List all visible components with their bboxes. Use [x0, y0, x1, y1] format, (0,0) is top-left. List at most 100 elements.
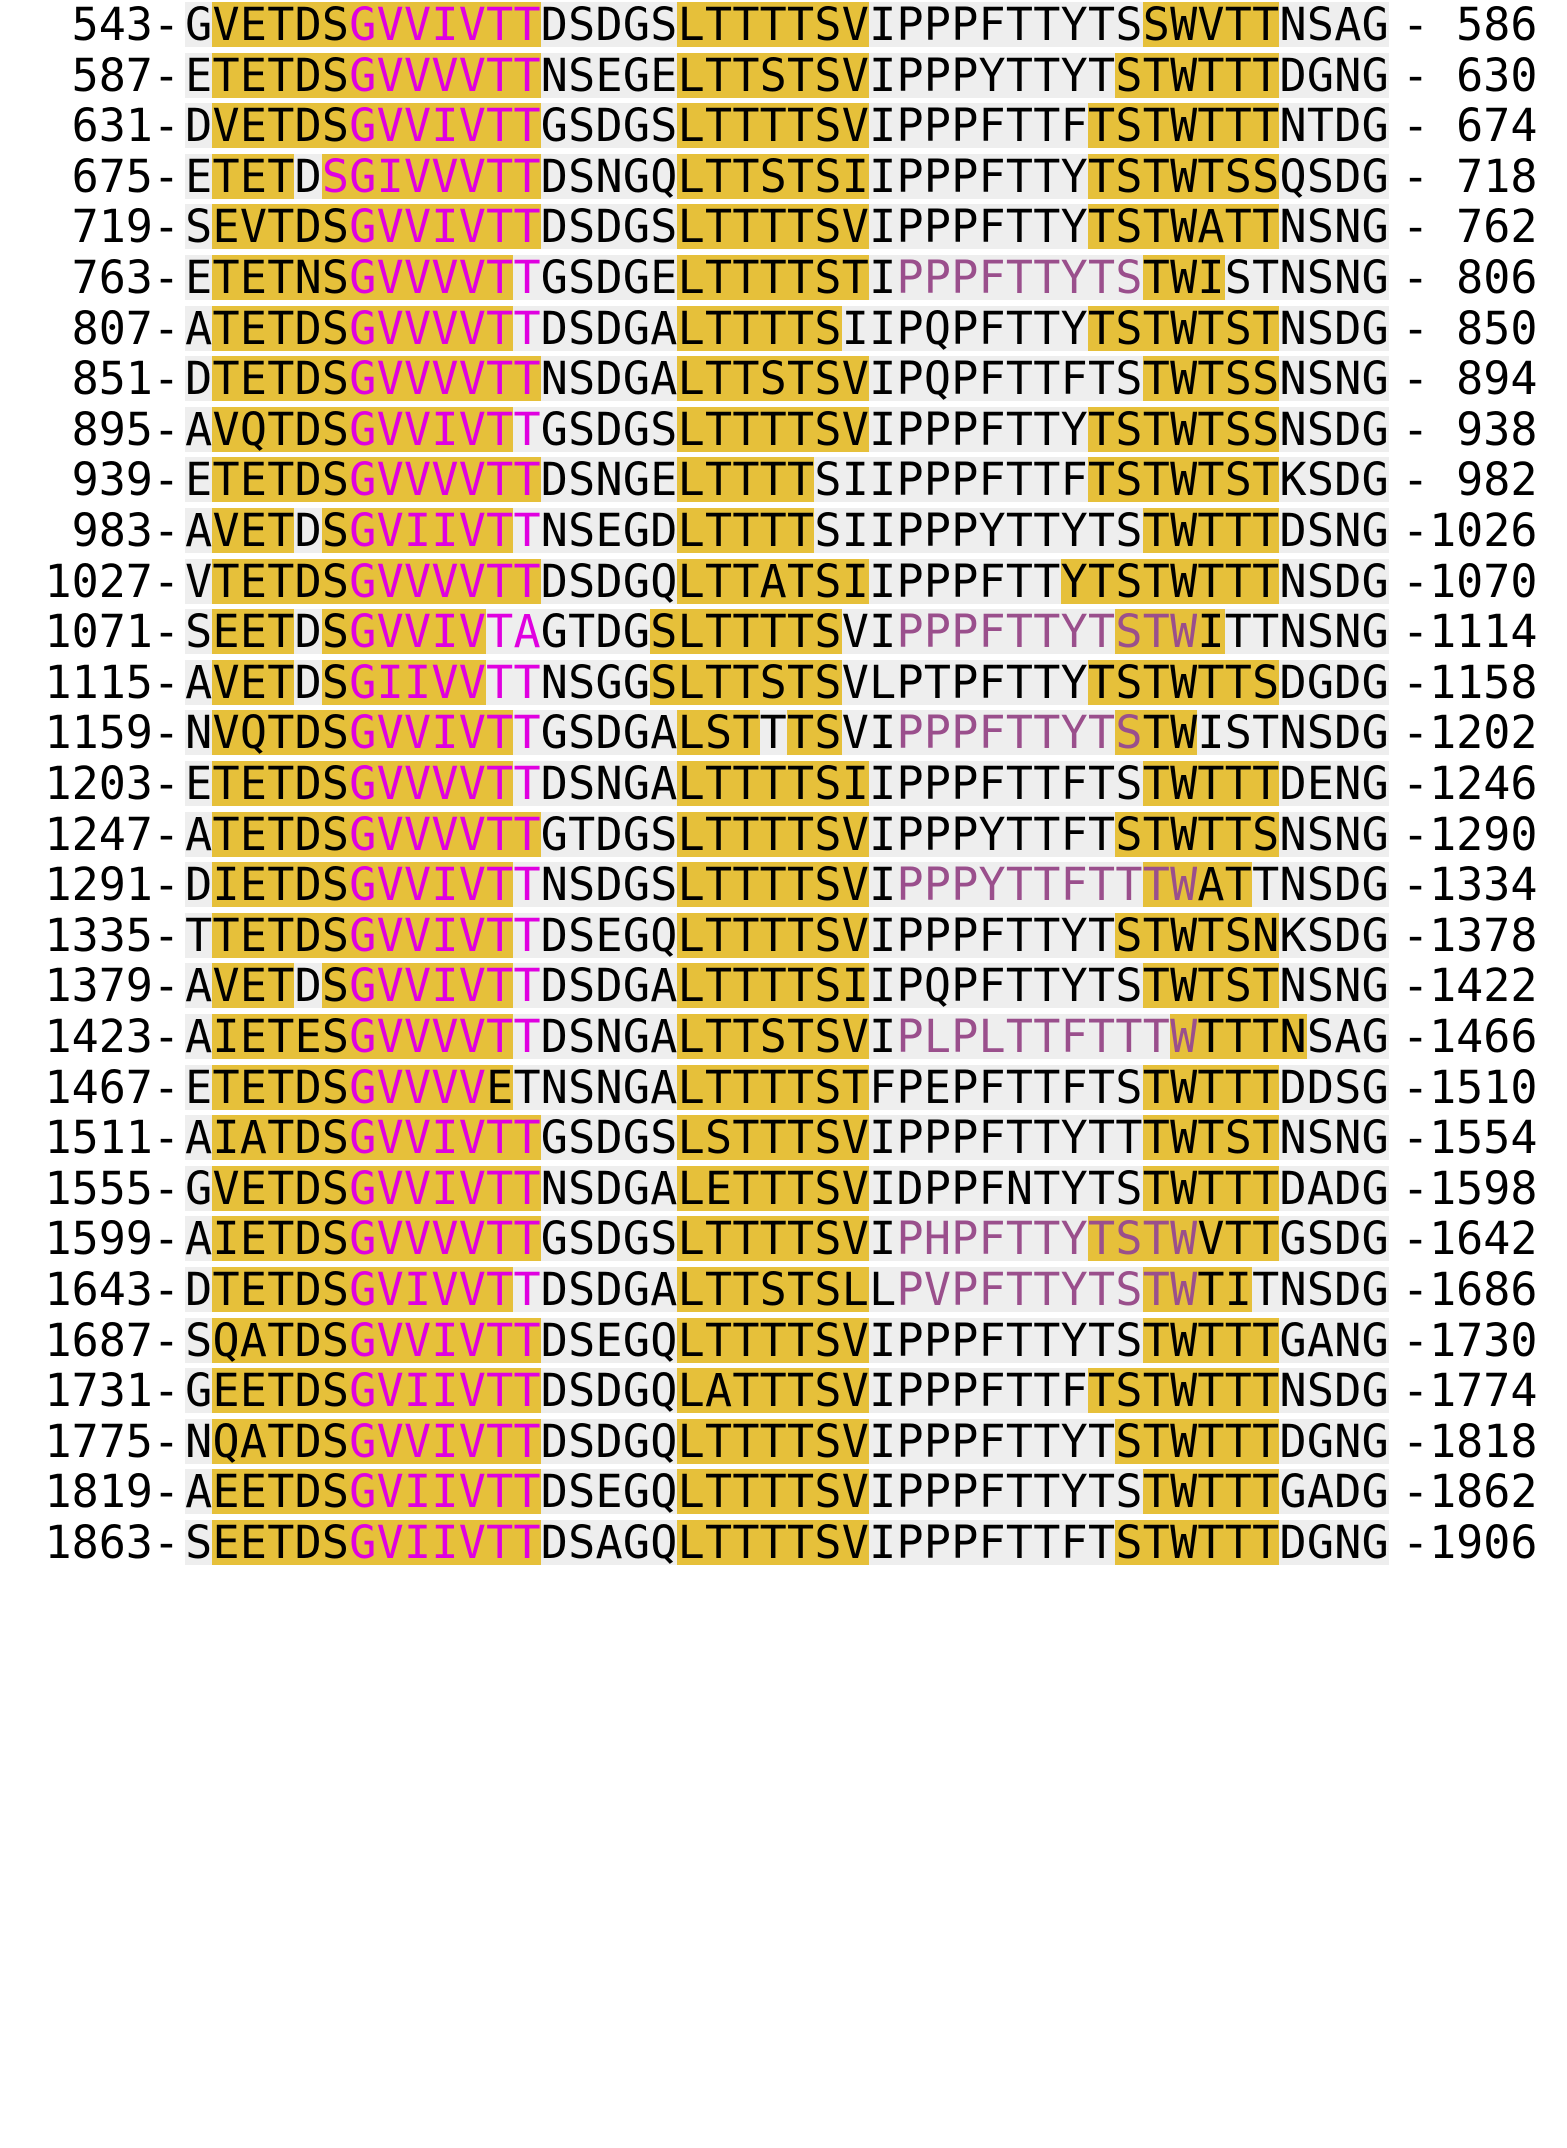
- residue: T: [1005, 200, 1033, 254]
- residue: D: [540, 1010, 568, 1063]
- residue: G: [622, 757, 650, 810]
- residue: D: [1334, 99, 1362, 153]
- residue: S: [814, 200, 842, 254]
- residue: W: [1169, 1414, 1198, 1468]
- residue: G: [349, 858, 377, 912]
- residue: T: [759, 504, 787, 557]
- residue: E: [239, 1364, 268, 1418]
- residue: T: [786, 757, 815, 810]
- residue: T: [786, 1263, 815, 1316]
- residue: W: [1169, 757, 1198, 810]
- residue: I: [431, 706, 459, 760]
- residue: T: [1087, 402, 1116, 456]
- residue: D: [1279, 1414, 1307, 1468]
- residue: V: [458, 1060, 486, 1114]
- residue: N: [185, 1414, 213, 1468]
- residue: T: [1142, 1414, 1170, 1468]
- residue: Q: [923, 959, 951, 1013]
- residue: E: [185, 757, 213, 810]
- residue: V: [403, 1212, 432, 1266]
- residue: P: [951, 858, 979, 912]
- residue: S: [814, 554, 842, 608]
- residue: S: [1224, 301, 1253, 355]
- residue: D: [1334, 1364, 1362, 1418]
- residue: I: [212, 858, 240, 912]
- row-start-position: 1643-: [44, 1263, 180, 1316]
- row-end-position: -1466: [1402, 1010, 1538, 1063]
- residue: E: [650, 48, 678, 102]
- residue: D: [1334, 1465, 1362, 1519]
- residue: S: [568, 655, 596, 709]
- residue: G: [1361, 757, 1389, 810]
- residue: H: [923, 1212, 951, 1266]
- residue: T: [704, 1263, 733, 1316]
- residue: G: [349, 1516, 377, 1569]
- residue: T: [732, 1010, 760, 1063]
- residue: D: [294, 1060, 322, 1114]
- residue: V: [403, 706, 432, 760]
- residue: E: [212, 1364, 240, 1418]
- residue: G: [185, 1161, 213, 1215]
- residue: L: [677, 959, 705, 1013]
- residue: E: [239, 1010, 268, 1063]
- residue: V: [239, 200, 268, 254]
- residue: T: [485, 149, 514, 203]
- residue: T: [1005, 1111, 1033, 1165]
- residue: S: [568, 251, 596, 304]
- residue: S: [814, 504, 842, 557]
- row-end-position: - 938: [1402, 402, 1538, 456]
- residue: S: [1252, 402, 1280, 456]
- residue: G: [540, 251, 568, 304]
- residue: T: [1197, 1161, 1225, 1215]
- residue: S: [1224, 251, 1252, 304]
- residue: Y: [1060, 908, 1088, 962]
- residue: T: [513, 1060, 541, 1114]
- residue: T: [1033, 1414, 1061, 1468]
- residue: T: [267, 1364, 295, 1418]
- residue: T: [267, 706, 295, 760]
- residue: T: [513, 504, 541, 557]
- residue: V: [841, 908, 869, 962]
- residue: F: [978, 200, 1006, 254]
- residue: T: [1087, 1111, 1116, 1165]
- residue: S: [321, 48, 350, 102]
- row-start-position: 1511-: [44, 1111, 180, 1165]
- residue: D: [1334, 858, 1362, 912]
- residue: S: [321, 99, 350, 153]
- residue: D: [1334, 706, 1362, 760]
- residue: T: [568, 605, 596, 659]
- row-start-position: 1379-: [44, 959, 180, 1013]
- residue: D: [595, 706, 623, 760]
- residue: G: [622, 149, 650, 203]
- residue: V: [841, 1465, 869, 1519]
- residue: P: [896, 48, 924, 102]
- residue: W: [1169, 453, 1198, 507]
- residue: T: [704, 453, 733, 507]
- residue: S: [1115, 453, 1143, 507]
- residue: L: [677, 251, 705, 304]
- residue: P: [896, 1212, 924, 1266]
- residue: G: [349, 48, 377, 102]
- residue: N: [1279, 1111, 1307, 1165]
- residue: S: [1115, 605, 1143, 659]
- residue: N: [595, 1010, 623, 1063]
- residue: A: [185, 504, 213, 557]
- residue: V: [212, 504, 240, 557]
- residue: L: [677, 402, 705, 456]
- residue: A: [1334, 0, 1362, 51]
- residue: T: [1224, 1364, 1253, 1418]
- residue: S: [814, 858, 842, 912]
- residue: T: [841, 1060, 869, 1114]
- residue: I: [841, 757, 869, 810]
- residue: S: [650, 0, 678, 51]
- residue: W: [1169, 200, 1198, 254]
- residue: A: [185, 1212, 213, 1266]
- residue: S: [814, 1414, 842, 1468]
- residue: T: [704, 554, 733, 608]
- residue: I: [403, 504, 432, 557]
- residue: T: [513, 453, 541, 507]
- residue: Y: [1060, 1465, 1088, 1519]
- residue: G: [622, 908, 650, 962]
